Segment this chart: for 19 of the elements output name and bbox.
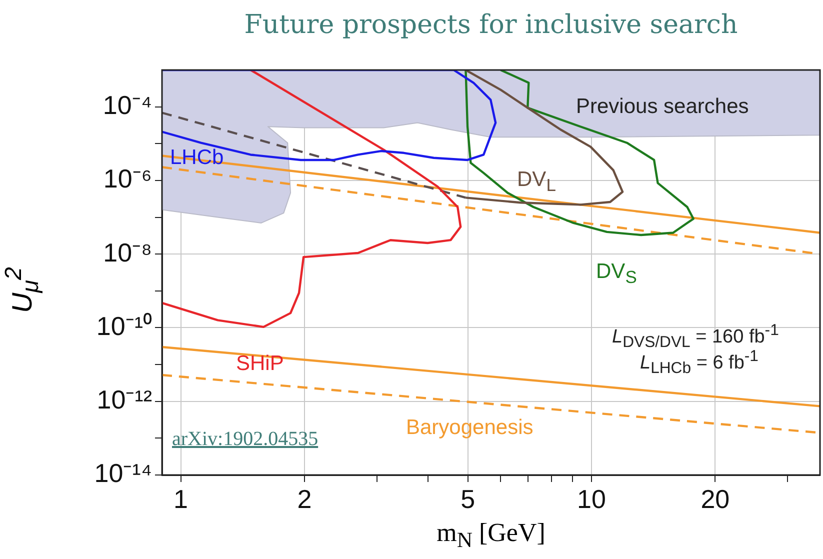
x-tick-label: 10 [577,484,606,514]
y-tick-label: 10⁻⁸ [103,237,152,268]
series-label: SHiP [236,352,284,376]
chart-title: Future prospects for inclusive search [243,10,739,40]
y-tick-label: 10⁻¹⁰ [96,310,152,341]
series-label: Previous searches [576,95,749,119]
series-label: DV$_{L}$ [517,168,556,196]
x-tick-label: 20 [700,484,730,514]
y-tick-label: 10⁻⁴ [102,90,152,120]
y-tick-label: 10⁻¹² [96,384,152,415]
series-label: Baryogenesis [406,416,534,440]
annotation: arXiv:1902.04535 [172,428,318,451]
series-label: DV$_{S}$ [596,260,637,288]
y-tick-label: 10⁻¹⁴ [94,458,152,488]
x-tick-label: 1 [174,484,188,514]
x-tick-label: 2 [297,484,312,514]
x-tick-label: 5 [460,484,476,514]
x-axis-title: m$_{N}$ [GeV] [436,518,546,554]
y-tick-label: 10⁻⁶ [103,164,152,194]
